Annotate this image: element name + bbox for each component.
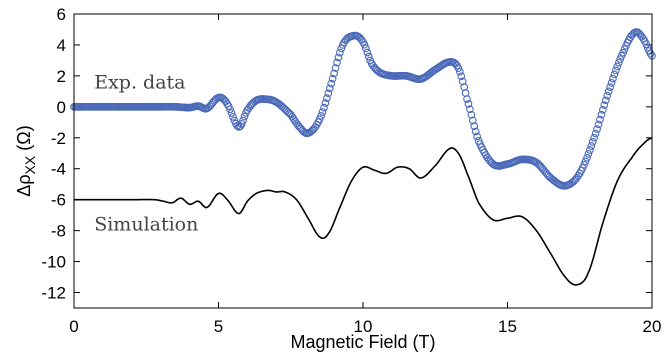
exp-data-point: [610, 70, 619, 79]
exp-data-point: [599, 106, 607, 114]
exp-data-point: [455, 67, 464, 76]
exp-data-point: [334, 53, 343, 62]
exp-data-point: [323, 94, 331, 103]
exp-data-point: [317, 111, 325, 120]
exp-data-point: [470, 122, 479, 130]
y-tick-label: 4: [57, 36, 66, 55]
exp-data-point: [324, 89, 333, 98]
exp-data-point: [337, 44, 346, 53]
exp-data-point: [591, 129, 600, 138]
exp-data-point: [237, 120, 246, 128]
y-tick-label: -10: [41, 253, 66, 272]
y-axis-label-sub: XX: [22, 155, 38, 174]
exp-data-point: [464, 100, 473, 108]
simulation-line: [74, 137, 653, 286]
exp-data-point: [471, 127, 480, 136]
x-tick-label: 20: [643, 317, 662, 336]
exp-data-point: [473, 132, 482, 141]
exp-data-point: [321, 99, 330, 107]
exp-data-point: [593, 125, 601, 133]
y-tick-label: -8: [51, 222, 66, 241]
exp-data-point: [239, 116, 247, 125]
exp-data-point: [467, 110, 476, 119]
exp-data-point: [597, 110, 606, 119]
exp-data-point: [227, 109, 236, 117]
exp-data-point: [601, 96, 610, 105]
x-tick-label: 5: [214, 317, 223, 336]
exp-data-point: [325, 84, 334, 93]
exp-data-point: [586, 146, 594, 154]
plot-frame: [73, 13, 653, 309]
exp-data-point: [646, 49, 655, 58]
x-tick-label: 10: [354, 317, 373, 336]
exp-data-point: [233, 122, 242, 130]
exp-data-point: [466, 105, 474, 114]
exp-data-point: [607, 78, 616, 87]
annotation-exp-data: Exp. data: [94, 71, 185, 93]
exp-data-point: [364, 52, 373, 61]
y-axis-label-main: Δρ: [14, 174, 34, 196]
y-tick-label: -6: [51, 191, 66, 210]
y-tick-label: -2: [51, 129, 66, 148]
y-tick-label: -4: [51, 160, 66, 179]
y-axis-label: ΔρXX (Ω): [14, 125, 38, 196]
exp-data-point: [612, 66, 620, 75]
exp-data-point: [581, 157, 590, 166]
exp-data-point: [600, 101, 609, 109]
exp-data-point: [604, 87, 613, 96]
exp-data-point: [588, 138, 597, 146]
exp-data-point: [596, 115, 604, 124]
exp-data-point: [330, 69, 338, 78]
x-tick-label: 15: [498, 317, 517, 336]
annotation-simulation: Simulation: [94, 214, 198, 236]
exp-data-point: [590, 133, 599, 142]
exp-data-point: [320, 103, 328, 112]
exp-data-point: [328, 74, 337, 83]
y-tick-label: 2: [57, 67, 66, 86]
exp-data-point: [594, 120, 603, 129]
exp-data-point: [327, 79, 336, 88]
exp-data-point: [362, 44, 370, 53]
exp-data-point: [226, 105, 234, 114]
exp-data-point: [613, 62, 622, 71]
y-axis-label-unit: (Ω): [14, 125, 34, 155]
exp-data-point: [458, 77, 467, 86]
exp-data-point: [333, 58, 341, 67]
exp-data-point: [584, 150, 593, 158]
exp-data-point: [606, 83, 614, 91]
x-ticks: 0 5 10 15 20: [69, 14, 661, 336]
exp-data-point: [336, 48, 344, 57]
exp-data-point: [454, 64, 463, 73]
exp-data-point: [609, 74, 617, 83]
y-tick-label: 6: [57, 5, 66, 24]
exp-data-point: [363, 48, 372, 57]
exp-data-point: [619, 48, 627, 57]
exp-data-point: [461, 89, 470, 97]
y-ticks: 6 4 2 0 -2 -4 -6 -8 -10 -12: [41, 5, 652, 303]
exp-data-point: [603, 91, 612, 100]
x-tick-label: 0: [69, 317, 78, 336]
exp-data-point: [360, 40, 369, 49]
exp-data-point: [315, 115, 324, 124]
exp-data-point: [229, 112, 237, 121]
exp-data-point: [318, 108, 327, 116]
exp-data-point: [614, 58, 623, 67]
exp-data-point: [240, 112, 249, 121]
exp-data-point: [580, 160, 588, 169]
exp-data-point: [463, 95, 471, 103]
exp-data-point: [587, 142, 596, 150]
exp-data-point: [583, 153, 591, 162]
y-tick-label: 0: [57, 98, 66, 117]
y-tick-label: -12: [41, 284, 66, 303]
exp-data-series: [70, 28, 656, 190]
exp-data-point: [457, 72, 466, 81]
exp-data-point: [642, 40, 651, 49]
x-axis-label: Magnetic Field (T): [290, 332, 435, 352]
exp-data-point: [331, 64, 340, 72]
exp-data-point: [468, 116, 477, 125]
